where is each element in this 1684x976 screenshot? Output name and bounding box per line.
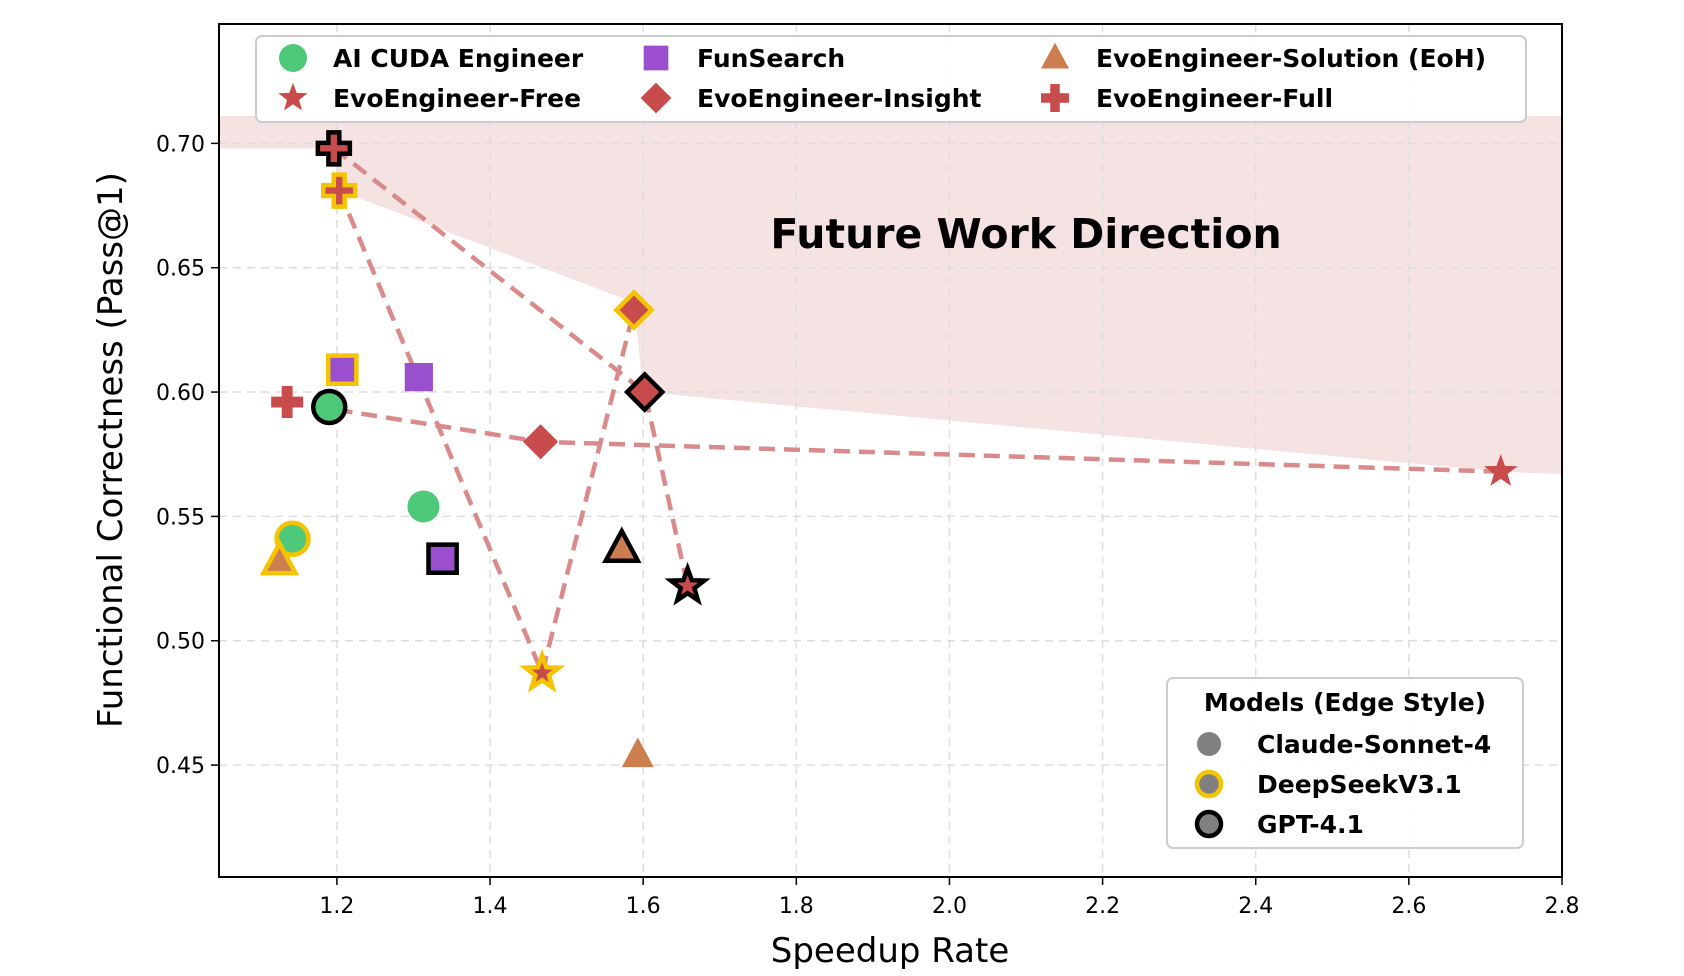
x-tick-label: 1.4 bbox=[473, 894, 508, 919]
data-point bbox=[404, 363, 433, 392]
data-point bbox=[621, 737, 654, 768]
y-axis-label: Functional Correctness (Pass@1) bbox=[91, 172, 131, 728]
y-tick-label: 0.45 bbox=[156, 754, 205, 779]
data-point bbox=[259, 538, 300, 576]
x-tick-label: 2.4 bbox=[1238, 894, 1273, 919]
y-tick-label: 0.55 bbox=[156, 505, 205, 530]
legend-model-label: DeepSeekV3.1 bbox=[1257, 770, 1462, 799]
data-point bbox=[325, 353, 359, 387]
legend-model-label: Claude-Sonnet-4 bbox=[1257, 730, 1491, 759]
legend-label: EvoEngineer-Insight bbox=[697, 84, 982, 113]
legend-edge-marker bbox=[1194, 769, 1224, 799]
legend-model-label: GPT-4.1 bbox=[1257, 810, 1364, 839]
legend-marker-square bbox=[643, 45, 669, 71]
dashed-trend-line bbox=[332, 146, 690, 587]
x-tick-label: 2.6 bbox=[1391, 894, 1426, 919]
legend-marker-plus bbox=[1041, 84, 1069, 112]
x-tick-label: 1.6 bbox=[626, 894, 661, 919]
data-point bbox=[623, 371, 666, 413]
x-axis-label: Speedup Rate bbox=[771, 931, 1009, 971]
future-work-shading bbox=[219, 116, 1562, 475]
models-legend: Models (Edge Style) Claude-Sonnet-4 DeepS… bbox=[1166, 677, 1524, 849]
legend-label: EvoEngineer-Full bbox=[1096, 84, 1333, 113]
future-work-region bbox=[219, 116, 1562, 475]
legend-marker-diamond bbox=[640, 82, 672, 114]
data-point bbox=[426, 542, 459, 576]
future-work-annotation: Future Work Direction bbox=[770, 210, 1281, 258]
ticks: 1.2 1.4 1.6 1.8 2.0 2.2 2.4 2.6 2.8 0.45 0.50 0.55 0… bbox=[156, 132, 1579, 919]
data-point bbox=[320, 172, 358, 209]
data-point bbox=[522, 424, 559, 460]
data-point bbox=[407, 490, 440, 523]
data-point bbox=[311, 388, 348, 426]
data-points bbox=[259, 130, 1518, 768]
data-point bbox=[664, 561, 711, 606]
legend-marker-circle bbox=[279, 44, 307, 72]
data-point bbox=[1484, 454, 1518, 486]
data-point bbox=[271, 386, 304, 419]
data-point bbox=[613, 289, 655, 331]
x-tick-label: 2.2 bbox=[1085, 894, 1120, 919]
methods-legend: AI CUDA Engineer FunSearch EvoEngineer-Sol… bbox=[255, 35, 1527, 123]
legend-label: FunSearch bbox=[697, 44, 845, 73]
legend-label: EvoEngineer-Free bbox=[333, 84, 581, 113]
x-tick-label: 2.8 bbox=[1545, 894, 1580, 919]
legend-marker-triangle bbox=[1041, 42, 1069, 69]
data-point bbox=[274, 520, 311, 558]
y-tick-label: 0.65 bbox=[156, 257, 205, 282]
legend-marker-star bbox=[278, 82, 308, 111]
x-tick-label: 2.0 bbox=[932, 894, 967, 919]
y-tick-label: 0.60 bbox=[156, 381, 205, 406]
plot-frame bbox=[218, 23, 1563, 878]
y-tick-label: 0.70 bbox=[156, 132, 205, 157]
x-tick-label: 1.8 bbox=[779, 894, 814, 919]
models-legend-title: Models (Edge Style) bbox=[1204, 688, 1486, 717]
legend-label: AI CUDA Engineer bbox=[333, 44, 584, 73]
legend-label: EvoEngineer-Solution (EoH) bbox=[1096, 44, 1486, 73]
legend-edge-marker bbox=[1194, 809, 1224, 839]
y-tick-label: 0.50 bbox=[156, 630, 205, 655]
x-tick-label: 1.2 bbox=[319, 894, 354, 919]
data-point bbox=[519, 648, 566, 693]
data-point bbox=[315, 130, 353, 167]
legend-edge-marker bbox=[1197, 732, 1221, 756]
data-point bbox=[601, 526, 642, 563]
